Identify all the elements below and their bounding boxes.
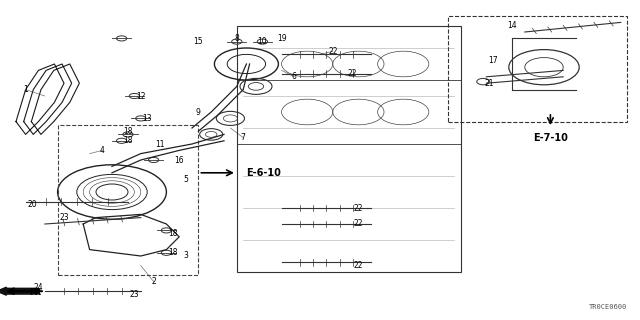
Text: 13: 13 xyxy=(142,114,152,123)
Text: E-6-10: E-6-10 xyxy=(246,168,281,178)
Text: 20: 20 xyxy=(27,200,37,209)
Text: 9: 9 xyxy=(196,108,201,116)
Text: 10: 10 xyxy=(257,37,268,46)
Text: E-7-10: E-7-10 xyxy=(533,132,568,143)
Text: TR0CE0600: TR0CE0600 xyxy=(589,304,627,310)
Text: 18: 18 xyxy=(124,127,132,136)
Text: 3: 3 xyxy=(183,252,188,260)
Text: 8: 8 xyxy=(234,34,239,43)
Text: 15: 15 xyxy=(193,37,204,46)
Text: 14: 14 xyxy=(507,21,517,30)
Text: 22: 22 xyxy=(354,204,363,212)
Text: 5: 5 xyxy=(183,175,188,184)
Text: 1: 1 xyxy=(23,85,28,94)
Text: 18: 18 xyxy=(124,136,132,145)
Text: 22: 22 xyxy=(354,261,363,270)
Text: 11: 11 xyxy=(156,140,164,148)
Text: 22: 22 xyxy=(328,47,337,56)
Text: 18: 18 xyxy=(168,248,177,257)
Text: 6: 6 xyxy=(292,72,297,81)
Text: 22: 22 xyxy=(348,69,356,78)
Text: 2: 2 xyxy=(151,277,156,286)
Text: 19: 19 xyxy=(276,34,287,43)
Text: 12: 12 xyxy=(136,92,145,100)
Text: 21: 21 xyxy=(485,79,494,88)
Text: 22: 22 xyxy=(354,220,363,228)
Text: 18: 18 xyxy=(168,229,177,238)
Text: FR: FR xyxy=(29,288,41,297)
Text: 4: 4 xyxy=(100,146,105,155)
Text: 23: 23 xyxy=(59,213,69,222)
Text: 24: 24 xyxy=(33,284,44,292)
FancyArrow shape xyxy=(0,287,38,295)
Text: 23: 23 xyxy=(129,290,140,299)
Text: 16: 16 xyxy=(174,156,184,164)
Text: 17: 17 xyxy=(488,56,498,65)
Text: 7: 7 xyxy=(241,133,246,142)
